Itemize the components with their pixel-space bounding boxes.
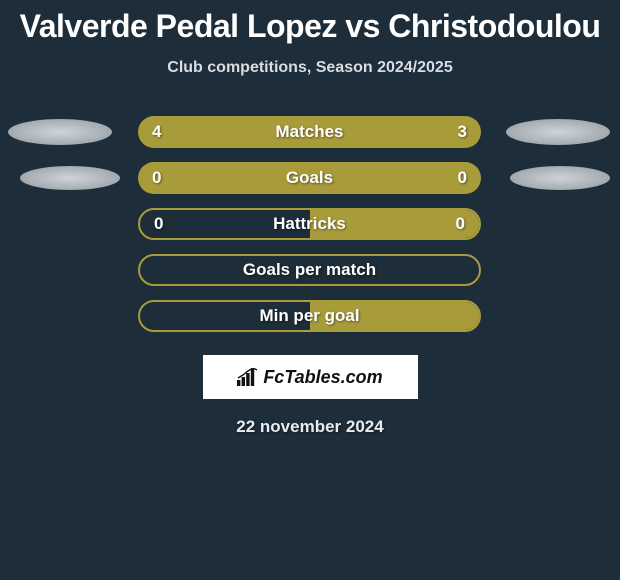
row-goals: 0 Goals 0	[0, 155, 620, 201]
bar-min-per-goal: Min per goal	[138, 300, 481, 332]
brand-text: FcTables.com	[237, 367, 382, 388]
ellipse-left-matches	[8, 119, 112, 145]
subtitle: Club competitions, Season 2024/2025	[0, 59, 620, 77]
value-right-goals: 0	[458, 168, 467, 188]
brand-box[interactable]: FcTables.com	[203, 355, 418, 399]
bar-matches: 4 Matches 3	[138, 116, 481, 148]
ellipse-right-matches	[506, 119, 610, 145]
label-hattricks: Hattricks	[273, 214, 346, 234]
ellipse-right-goals	[510, 166, 610, 190]
value-left-matches: 4	[152, 122, 161, 142]
value-right-matches: 3	[458, 122, 467, 142]
label-min-per-goal: Min per goal	[259, 306, 359, 326]
row-hattricks: 0 Hattricks 0	[0, 201, 620, 247]
value-right-hattricks: 0	[456, 214, 465, 234]
label-goals: Goals	[286, 168, 333, 188]
ellipse-left-goals	[20, 166, 120, 190]
bar-hattricks: 0 Hattricks 0	[138, 208, 481, 240]
brand-label: FcTables.com	[263, 367, 382, 388]
row-min-per-goal: Min per goal	[0, 293, 620, 339]
value-left-goals: 0	[152, 168, 161, 188]
row-matches: 4 Matches 3	[0, 109, 620, 155]
label-matches: Matches	[275, 122, 343, 142]
bar-chart-icon	[237, 368, 259, 386]
bar-goals: 0 Goals 0	[138, 162, 481, 194]
label-goals-per-match: Goals per match	[243, 260, 376, 280]
value-left-hattricks: 0	[154, 214, 163, 234]
row-goals-per-match: Goals per match	[0, 247, 620, 293]
bar-goals-per-match: Goals per match	[138, 254, 481, 286]
date-line: 22 november 2024	[0, 417, 620, 437]
page-title: Valverde Pedal Lopez vs Christodoulou	[0, 8, 620, 45]
